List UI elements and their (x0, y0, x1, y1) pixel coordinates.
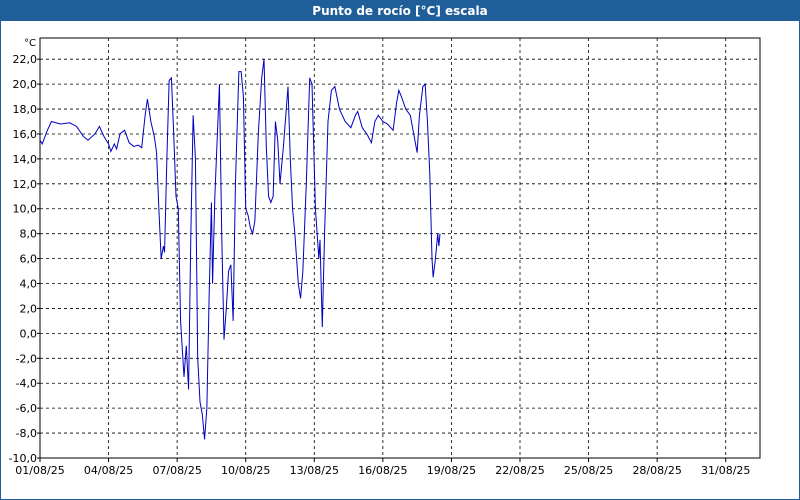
x-tick-label: 13/08/25 (290, 464, 339, 477)
chart-title: Punto de rocío [°C] escala (1, 1, 799, 21)
x-tick-label: 31/08/25 (701, 464, 750, 477)
x-tick-label: 07/08/25 (152, 464, 201, 477)
x-tick-label: 28/08/25 (632, 464, 681, 477)
y-tick-label: 8,0 (20, 228, 38, 241)
x-tick-label: 10/08/25 (221, 464, 270, 477)
y-tick-label: 10,0 (13, 203, 38, 216)
y-tick-label: 20,0 (13, 78, 38, 91)
chart: °C -10,0 -8,0 -6,0 -4,0 -2,0 0,0 2,0 4,0 6,0 8,0 1… (9, 37, 761, 477)
x-tick-label: 19/08/25 (427, 464, 476, 477)
x-tick-label: 25/08/25 (564, 464, 613, 477)
y-tick-label: 2,0 (20, 302, 38, 315)
x-tick-label: 01/08/25 (15, 464, 64, 477)
y-tick-label: -4,0 (16, 377, 37, 390)
x-tick-label: 04/08/25 (84, 464, 133, 477)
data-line (39, 59, 441, 440)
y-tick-label: 22,0 (13, 53, 38, 66)
y-tick-label: 18,0 (13, 103, 38, 116)
x-tick-label: 22/08/25 (495, 464, 544, 477)
y-tick-label: 4,0 (20, 278, 38, 291)
y-tick-label: -10,0 (9, 452, 37, 465)
y-axis-label: °C (24, 38, 36, 49)
plot-area (39, 37, 761, 459)
y-tick-label: 14,0 (13, 153, 38, 166)
y-tick-label: 6,0 (20, 253, 38, 266)
y-tick-label: 12,0 (13, 178, 38, 191)
y-tick-label: 0,0 (20, 327, 38, 340)
y-tick-label: 16,0 (13, 128, 38, 141)
y-tick-label: -2,0 (16, 352, 37, 365)
y-tick-label: -8,0 (16, 427, 37, 440)
x-tick-label: 16/08/25 (358, 464, 407, 477)
y-tick-label: -6,0 (16, 402, 37, 415)
